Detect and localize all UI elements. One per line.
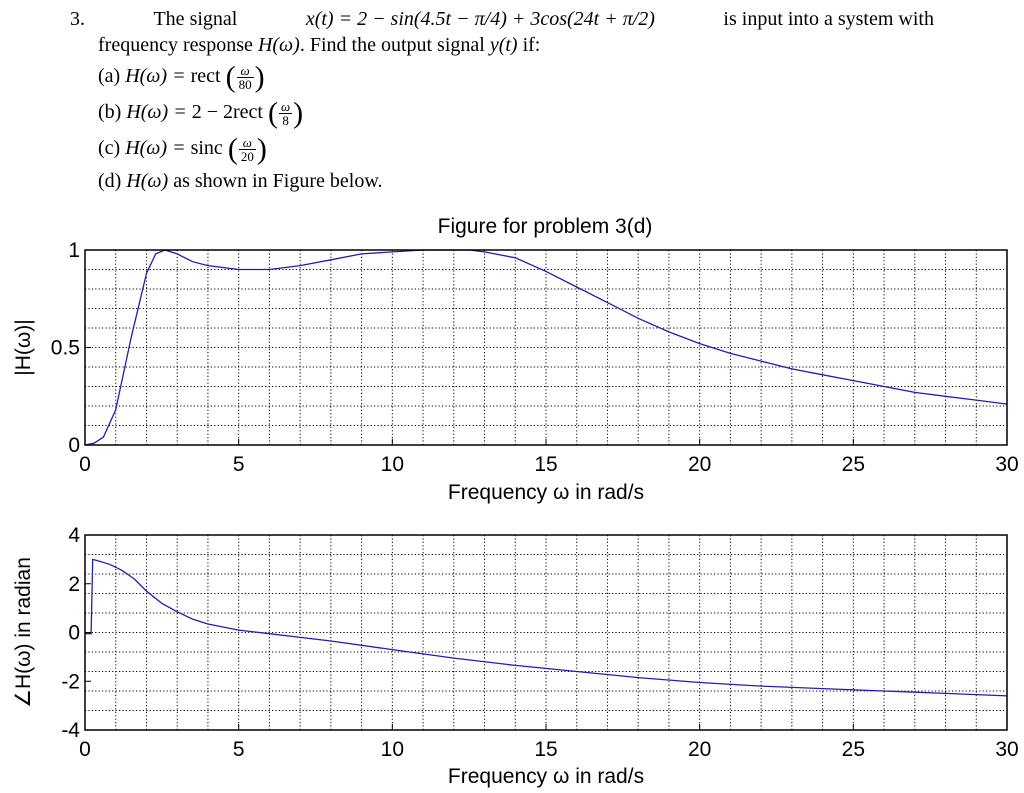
- phase-grid: [85, 535, 1007, 730]
- intro-text: The signal: [153, 8, 238, 30]
- x-tick-label: 15: [534, 738, 557, 761]
- y-tick-label: 0: [68, 622, 80, 645]
- x-tick-label: 15: [534, 453, 557, 476]
- part-lhs: H(ω) =: [126, 101, 192, 123]
- y-tick-label: 0.5: [51, 337, 80, 360]
- x-tick-label: 20: [688, 738, 711, 761]
- part-b: (b) H(ω) = 2 − 2rect (ω 8): [98, 96, 304, 130]
- y-tick-label: 1: [68, 239, 80, 262]
- problem-statement: 3. The signal x(t) = 2 − sin(4.5t − π/4)…: [70, 6, 934, 196]
- phase-x-axis-label: Frequency ω in rad/s: [448, 765, 644, 788]
- phase-ticks: 0 5 10 15 20 25 30 -4 -2 0 2 4: [61, 524, 1018, 761]
- line2-text-a: frequency response: [98, 34, 258, 56]
- problem-line-2: frequency response H(ω). Find the output…: [70, 32, 934, 58]
- frequency-response-symbol: H(ω): [257, 34, 300, 56]
- magnitude-grid: [85, 250, 1007, 445]
- magnitude-x-axis-label: Frequency ω in rad/s: [448, 481, 644, 504]
- part-prefix: 2 −: [191, 101, 223, 123]
- phase-axes-box: [84, 534, 1008, 731]
- part-function: 2rect: [223, 101, 263, 123]
- part-lhs: H(ω): [126, 170, 169, 192]
- x-tick-label: 25: [842, 453, 865, 476]
- part-label: (a): [98, 65, 121, 87]
- part-label: (c): [98, 137, 121, 159]
- y-tick-label: 2: [68, 573, 80, 596]
- magnitude-ticks: 0 5 10 15 20 25 30 0 0.5 1: [51, 239, 1019, 476]
- output-signal-symbol: y(t): [489, 34, 518, 56]
- part-lhs: H(ω) =: [125, 65, 191, 87]
- part-fraction: ω 20: [238, 134, 256, 164]
- magnitude-plot: 0 5 10 15 20 25 30 0 0.5 1 Frequency ω in rad/s |…: [12, 239, 1019, 504]
- y-tick-label: 4: [68, 524, 80, 547]
- x-tick-label: 0: [79, 738, 91, 761]
- problem-line-1: 3. The signal x(t) = 2 − sin(4.5t − π/4)…: [70, 6, 934, 32]
- x-tick-label: 5: [233, 453, 245, 476]
- part-lhs: H(ω) =: [125, 137, 191, 159]
- intro-text-end: is input into a system with: [723, 8, 934, 30]
- magnitude-y-axis-label: |H(ω)|: [12, 319, 35, 375]
- part-function: rect: [190, 65, 221, 87]
- phase-plot: 0 5 10 15 20 25 30 -4 -2 0 2 4 Frequency ω in rad/s…: [12, 524, 1019, 788]
- part-a: (a) H(ω) = rect (ω 80): [98, 60, 265, 94]
- part-function: sinc: [190, 137, 223, 159]
- input-signal-equation: x(t) = 2 − sin(4.5t − π/4) + 3cos(24t + …: [305, 8, 655, 30]
- phase-y-axis-label: ∠H(ω) in radian: [12, 557, 35, 708]
- x-tick-label: 20: [688, 453, 711, 476]
- part-d: (d) H(ω) as shown in Figure below.: [70, 166, 934, 196]
- x-tick-label: 25: [842, 738, 865, 761]
- part-d-text: as shown in Figure below.: [168, 170, 383, 192]
- x-tick-label: 10: [381, 738, 404, 761]
- y-tick-label: -4: [61, 719, 80, 742]
- y-tick-label: -2: [61, 670, 80, 693]
- x-tick-label: 30: [995, 738, 1018, 761]
- problem-number: 3.: [70, 8, 85, 30]
- x-tick-label: 5: [233, 738, 245, 761]
- line2-text-b: . Find the output signal: [299, 34, 490, 56]
- x-tick-label: 0: [79, 453, 91, 476]
- part-c: (c) H(ω) = sinc (ω 20): [98, 132, 267, 166]
- part-label: (b): [98, 101, 122, 123]
- magnitude-curve: [84, 249, 1008, 446]
- magnitude-axes-box: [84, 249, 1008, 446]
- phase-curve: [85, 558, 1008, 697]
- x-tick-label: 30: [995, 453, 1018, 476]
- line2-text-c: if:: [517, 34, 541, 56]
- y-tick-label: 0: [68, 434, 80, 457]
- part-label: (d): [98, 170, 122, 192]
- figure-title: Figure for problem 3(d): [438, 215, 653, 238]
- part-fraction: ω 80: [236, 62, 254, 92]
- x-tick-label: 10: [381, 453, 404, 476]
